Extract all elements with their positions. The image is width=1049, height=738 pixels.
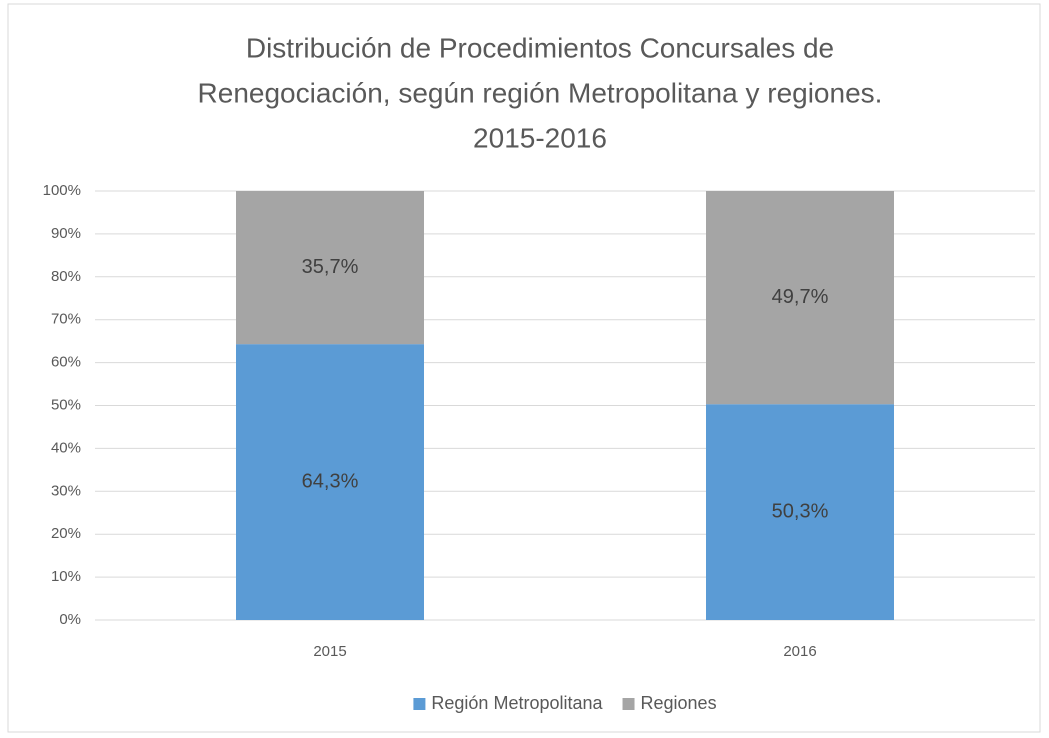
chart-title: Renegociación, según región Metropolitan… bbox=[198, 77, 883, 108]
y-tick-label: 100% bbox=[43, 182, 81, 199]
bar-segment bbox=[236, 344, 424, 620]
value-label: 50,3% bbox=[772, 500, 829, 522]
y-tick-label: 20% bbox=[51, 525, 81, 542]
y-tick-label: 60% bbox=[51, 354, 81, 371]
value-label: 35,7% bbox=[302, 256, 359, 278]
bar-segment bbox=[706, 404, 894, 620]
y-tick-label: 70% bbox=[51, 311, 81, 328]
legend-swatch bbox=[622, 698, 635, 710]
y-tick-label: 40% bbox=[51, 439, 81, 456]
y-tick-label: 90% bbox=[51, 225, 81, 242]
x-tick-label: 2016 bbox=[783, 643, 816, 660]
value-label: 49,7% bbox=[772, 286, 829, 308]
chart-title: Distribución de Procedimientos Concursal… bbox=[246, 32, 834, 63]
bar-segment bbox=[706, 191, 894, 405]
legend-label: Regiones bbox=[641, 693, 717, 713]
x-tick-label: 2015 bbox=[313, 643, 346, 660]
legend-swatch bbox=[413, 698, 426, 710]
y-tick-label: 80% bbox=[51, 268, 81, 285]
y-tick-label: 50% bbox=[51, 396, 81, 413]
y-tick-label: 0% bbox=[59, 611, 81, 628]
y-tick-label: 10% bbox=[51, 568, 81, 585]
value-label: 64,3% bbox=[302, 470, 359, 492]
chart-title: 2015-2016 bbox=[473, 122, 607, 153]
bar-segment bbox=[236, 191, 424, 345]
y-tick-label: 30% bbox=[51, 482, 81, 499]
legend-label: Región Metropolitana bbox=[431, 693, 603, 713]
